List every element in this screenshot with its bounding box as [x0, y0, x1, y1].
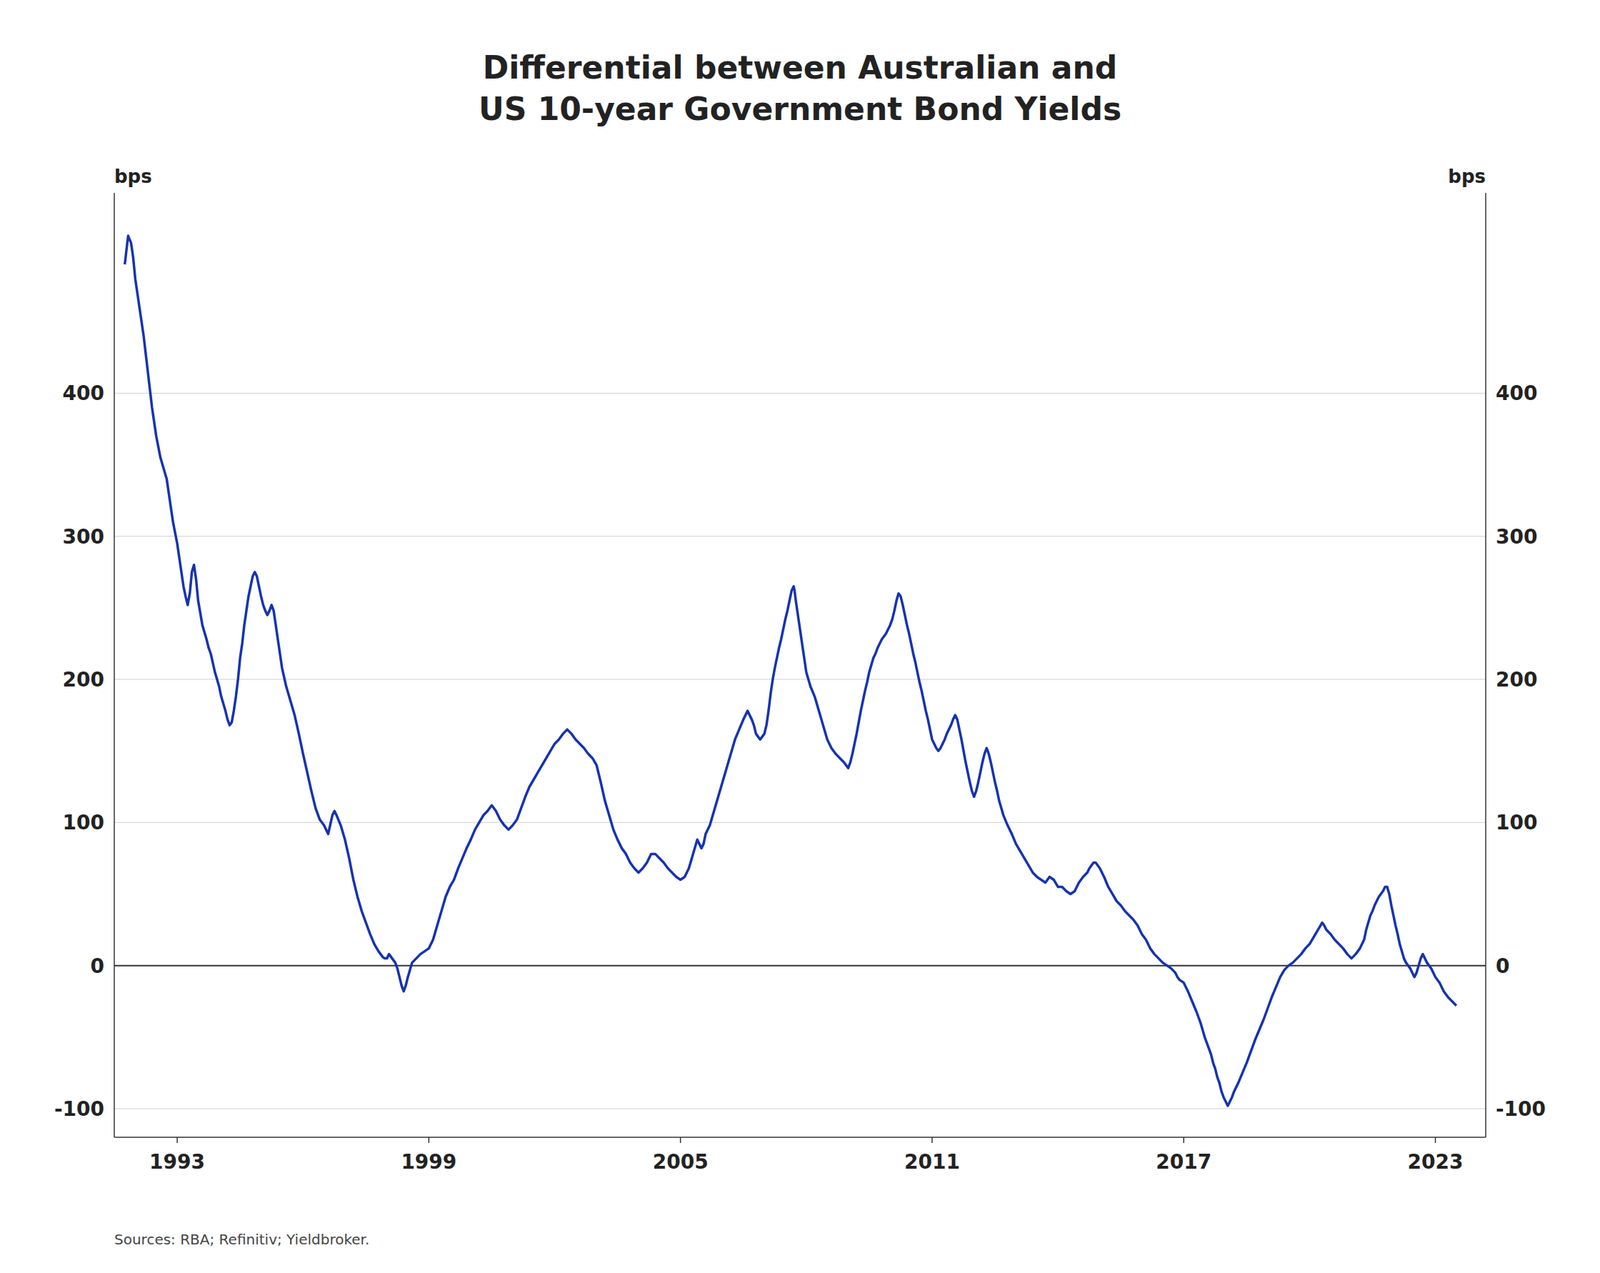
zero-line: [114, 965, 1486, 967]
x-axis: [114, 1136, 1486, 1138]
x-tick-label: 2011: [904, 1150, 960, 1174]
x-tick: [1182, 1137, 1185, 1143]
y2-tick-label: 300: [1495, 525, 1538, 549]
y-tick-label: -100: [54, 1097, 105, 1121]
y-tick-label: 100: [62, 810, 105, 835]
grid: [114, 392, 1486, 1109]
title-line: Differential between Australian and: [482, 49, 1118, 86]
x-tick: [176, 1137, 178, 1143]
grid-line: [114, 822, 1486, 823]
y2-axis-label: bps: [1447, 165, 1486, 188]
y2-tick-label: 400: [1495, 381, 1538, 405]
x-tick: [931, 1137, 933, 1143]
x-tick-label: 1993: [149, 1150, 205, 1174]
grid-line: [114, 392, 1486, 394]
x-tick-label: 1999: [400, 1150, 457, 1174]
y2-axis: [1485, 192, 1487, 1138]
x-tick-label: 2023: [1407, 1150, 1464, 1174]
x-tick-label: 2017: [1155, 1150, 1212, 1174]
y-axis-label: bps: [114, 165, 153, 188]
background: [0, 0, 1600, 1273]
title-line: US 10-year Government Bond Yields: [478, 90, 1122, 128]
y-tick-label: 200: [62, 667, 105, 692]
x-tick: [1435, 1137, 1437, 1143]
x-tick: [428, 1137, 430, 1143]
grid-line: [114, 679, 1486, 680]
x-tick: [680, 1137, 682, 1143]
y-tick-label: 400: [62, 381, 105, 405]
y-axis: [113, 192, 115, 1138]
y2-tick-label: 200: [1495, 667, 1538, 692]
y-tick-label: 300: [62, 525, 105, 549]
grid-line: [114, 1107, 1486, 1109]
y-tick-label: 0: [90, 954, 105, 978]
chart: Differential between Australian and US 10…: [0, 0, 1600, 1273]
y2-tick-label: 100: [1495, 810, 1538, 835]
grid-line: [114, 535, 1486, 537]
x-tick-label: 2005: [652, 1150, 709, 1174]
y2-tick-label: -100: [1495, 1097, 1546, 1121]
y2-tick-label: 0: [1495, 954, 1510, 978]
title: Differential between Australian and US 10…: [478, 49, 1122, 128]
source: Sources: RBA; Refinitiv; Yieldbroker.: [114, 1230, 370, 1248]
grid-line: [114, 965, 1486, 966]
line: [125, 235, 1457, 1106]
plot-area: [125, 235, 1457, 1106]
